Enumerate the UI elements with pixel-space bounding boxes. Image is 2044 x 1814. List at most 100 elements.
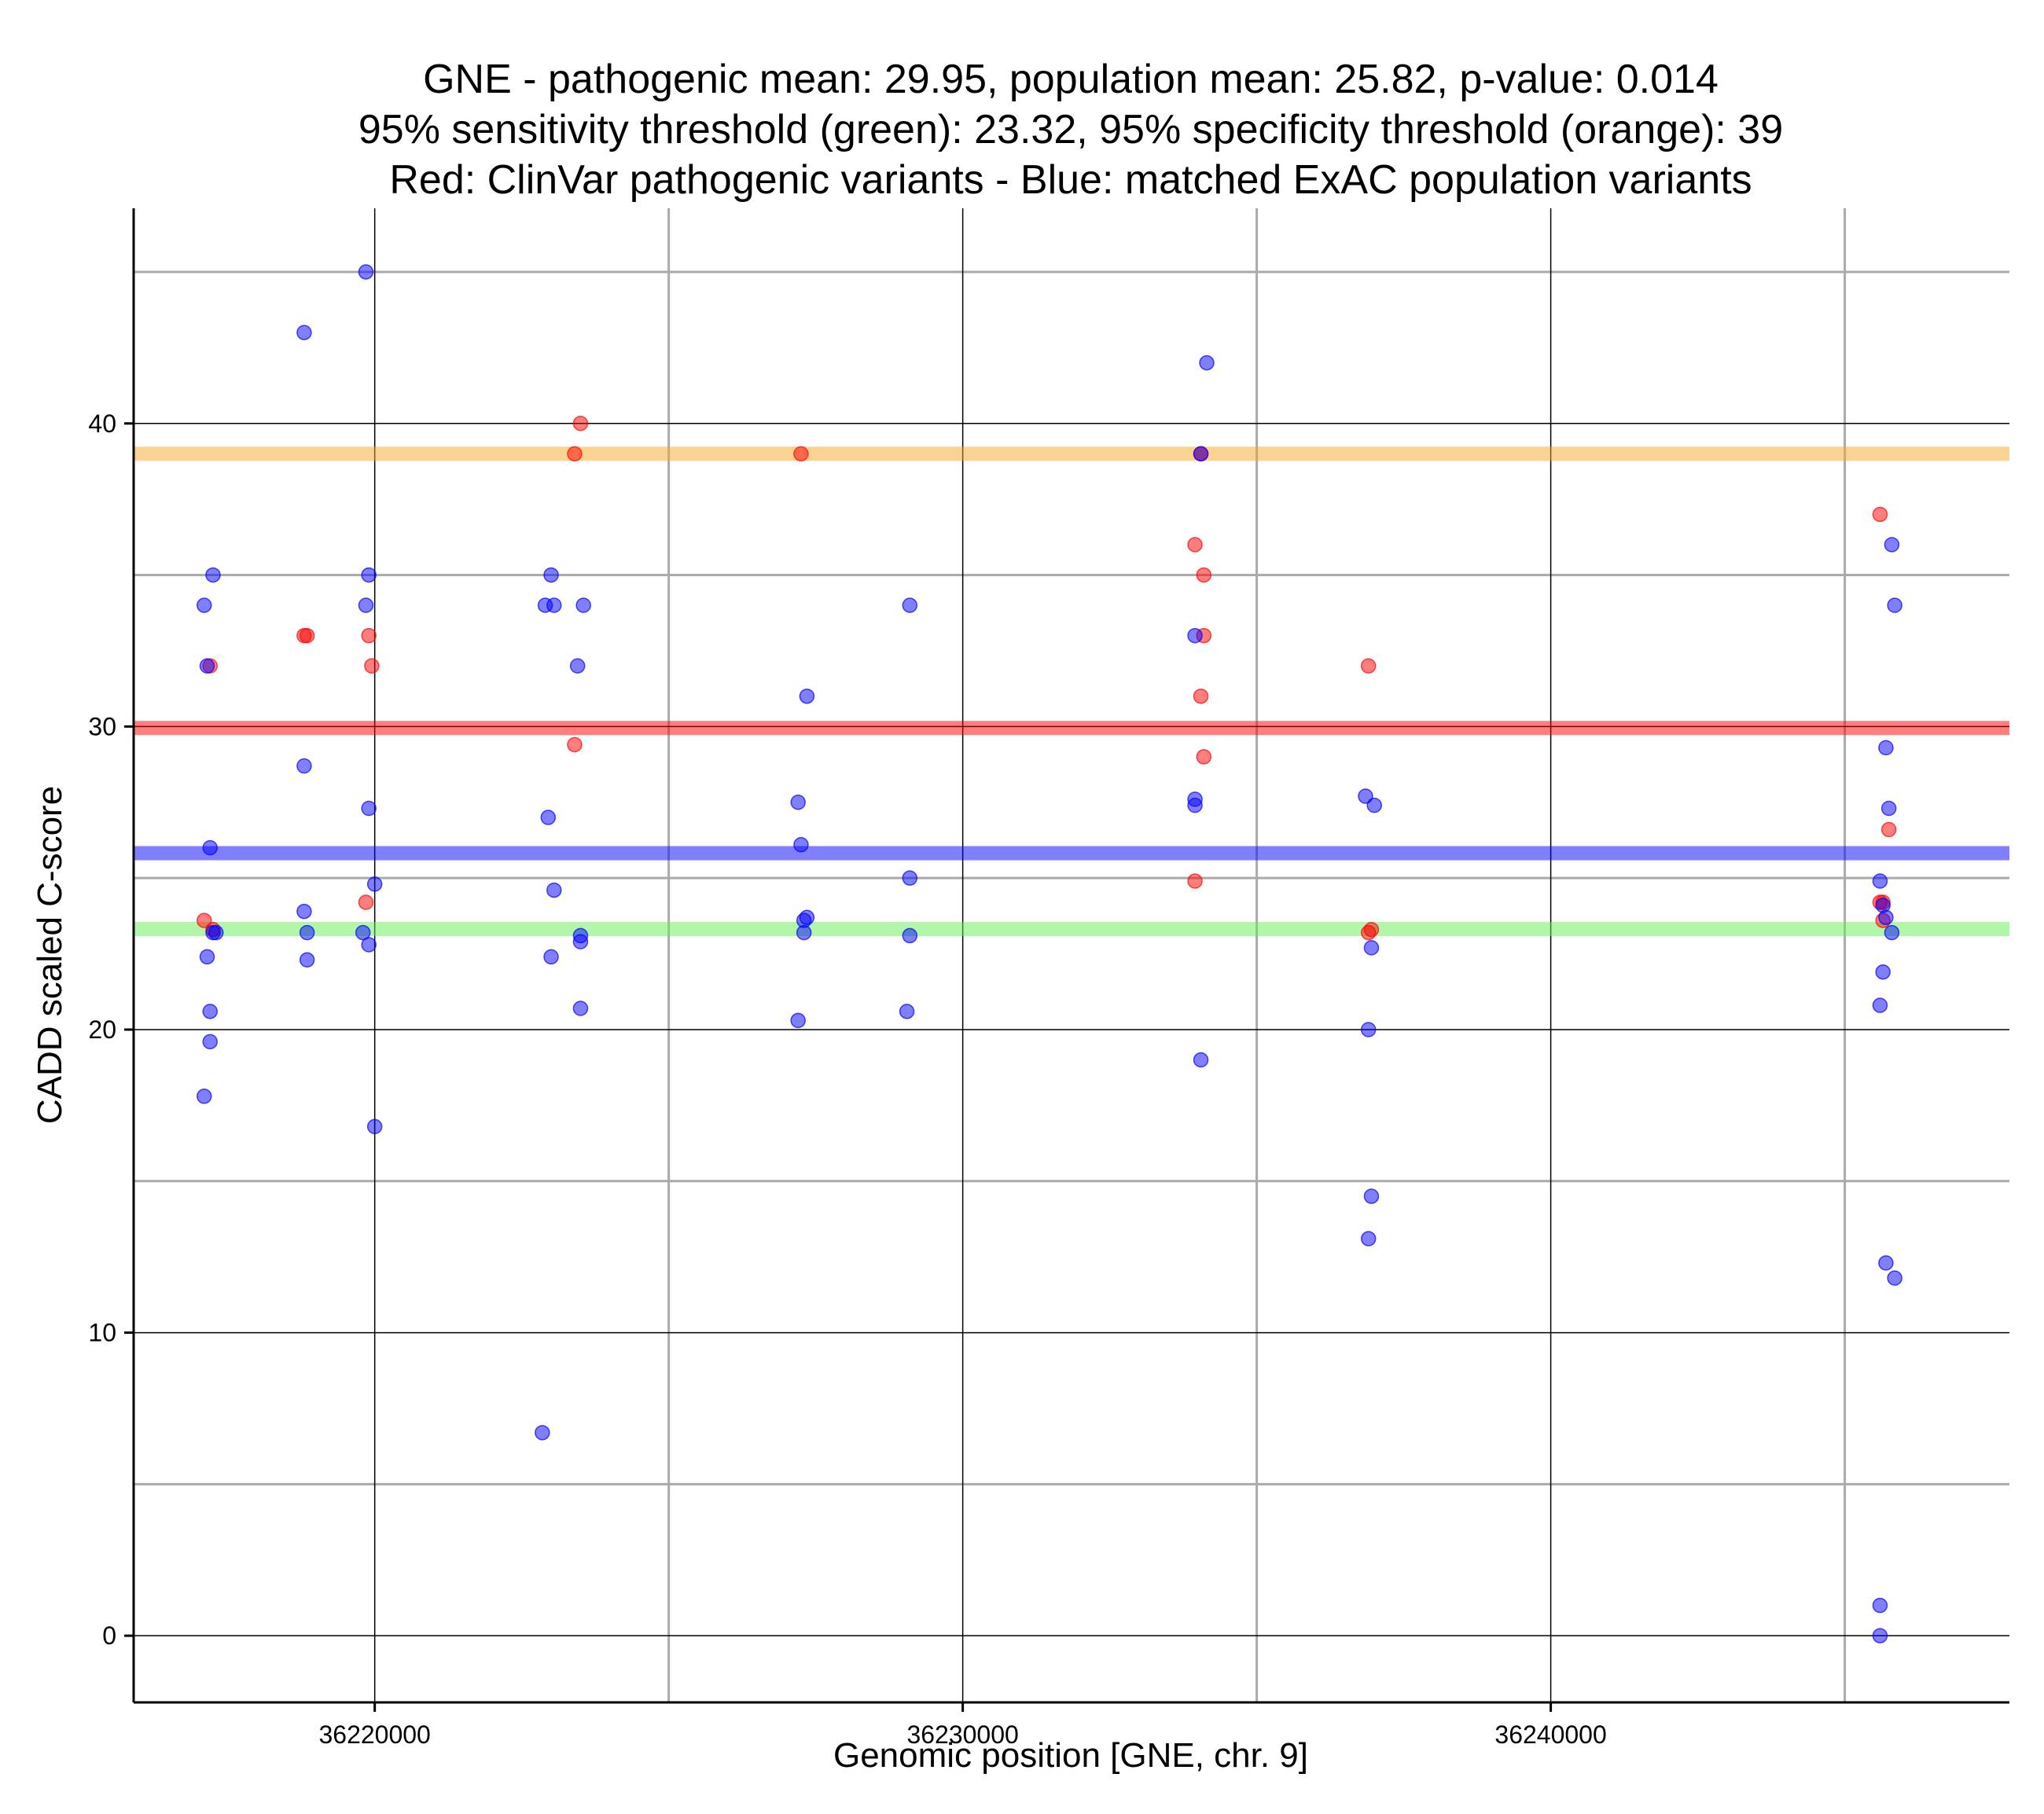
- population-point-44: [902, 927, 918, 944]
- population-point-20: [355, 924, 371, 941]
- population-point-22: [366, 1118, 383, 1135]
- x-axis-ticks: 36220000 36230000 36240000: [318, 1702, 1607, 1749]
- y-tick-label-1: 10: [88, 1319, 116, 1347]
- population-point-48: [1187, 627, 1203, 644]
- threshold-lines: [134, 446, 2009, 936]
- population-point-33: [572, 1001, 589, 1016]
- population-point-1: [205, 567, 221, 583]
- pathogenic-point-6: [364, 658, 380, 674]
- population-point-68: [1878, 1255, 1894, 1271]
- population-point-65: [1884, 924, 1900, 941]
- pathogenic-point-10: [567, 736, 583, 753]
- population-point-8: [202, 1034, 218, 1050]
- population-point-61: [1880, 800, 1897, 817]
- pathogenic-point-18: [1187, 873, 1203, 889]
- population-point-50: [1187, 797, 1203, 813]
- population-point-52: [1358, 788, 1373, 804]
- population-point-64: [1878, 909, 1894, 926]
- title-line-3: Red: ClinVar pathogenic variants - Blue:…: [389, 157, 1752, 203]
- pathogenic-point-9: [567, 446, 583, 462]
- title-line-1: GNE - pathogenic mean: 29.95, population…: [423, 57, 1719, 102]
- population-point-16: [361, 567, 377, 583]
- pathogenic-point-19: [1360, 658, 1377, 674]
- population-point-40: [796, 924, 812, 941]
- population-point-30: [543, 949, 559, 965]
- population-point-66: [1875, 964, 1891, 980]
- population-point-15: [358, 264, 374, 280]
- population-point-0: [197, 597, 212, 613]
- pathogenic-point-5: [361, 627, 377, 644]
- population-point-11: [296, 758, 312, 774]
- pathogenic-point-1: [197, 913, 212, 928]
- population-point-14: [299, 952, 315, 968]
- population-point-18: [361, 800, 377, 817]
- population-point-60: [1878, 740, 1894, 756]
- population-point-55: [1360, 1022, 1377, 1037]
- population-point-23: [543, 567, 559, 583]
- y-tick-label-4: 40: [88, 409, 116, 438]
- chart-title: GNE - pathogenic mean: 29.95, population…: [358, 57, 1783, 203]
- population-point-21: [361, 937, 377, 953]
- population-point-9: [197, 1089, 212, 1104]
- population-point-51: [1193, 1052, 1209, 1068]
- pathogenic-point-7: [358, 894, 374, 910]
- pathogenic-point-22: [1872, 506, 1888, 523]
- x-tick-label-1: 36230000: [906, 1720, 1018, 1749]
- population-point-12: [296, 903, 312, 920]
- population-point-2: [199, 658, 215, 674]
- pathogenic-point-13: [1187, 537, 1203, 553]
- population-point-67: [1872, 997, 1888, 1013]
- population-point-62: [1872, 873, 1888, 889]
- axes: [132, 208, 2009, 1704]
- pathogenic-point-21: [1363, 921, 1380, 938]
- population-point-71: [1872, 1628, 1888, 1643]
- population-point-34: [535, 1425, 550, 1441]
- x-tick-label-2: 36240000: [1494, 1720, 1606, 1749]
- population-point-29: [546, 882, 562, 898]
- pathogenic-point-8: [572, 416, 589, 431]
- population-point-54: [1363, 940, 1380, 956]
- x-tick-label-0: 36220000: [318, 1720, 430, 1749]
- population-point-42: [902, 597, 918, 613]
- population-point-19: [366, 876, 383, 892]
- population-point-57: [1360, 1231, 1377, 1247]
- pathogenic-point-14: [1196, 567, 1212, 583]
- population-point-47: [1193, 446, 1209, 462]
- population-point-53: [1366, 797, 1382, 813]
- pathogenic-point-4: [299, 627, 315, 644]
- population-point-32: [572, 934, 589, 949]
- population-point-25: [546, 597, 562, 613]
- population-point-58: [1884, 537, 1900, 553]
- data-points: [197, 264, 1902, 1643]
- major-gridlines: [134, 208, 2009, 1702]
- population-point-28: [540, 810, 557, 825]
- population-point-37: [793, 837, 809, 853]
- y-tick-label-3: 30: [88, 712, 116, 740]
- y-tick-label-0: 0: [102, 1621, 116, 1650]
- population-point-69: [1887, 1270, 1902, 1286]
- population-point-6: [199, 949, 215, 965]
- population-point-45: [899, 1004, 915, 1019]
- population-point-13: [299, 924, 315, 941]
- population-point-3: [202, 839, 218, 856]
- title-line-2: 95% sensitivity threshold (green): 23.32…: [358, 107, 1783, 152]
- population-point-27: [569, 658, 586, 674]
- population-point-5: [208, 924, 224, 941]
- y-axis-ticks: 0 10 20 30 40: [88, 409, 134, 1650]
- pathogenic-point-17: [1196, 749, 1212, 765]
- pathogenic-point-23: [1880, 821, 1897, 838]
- population-point-7: [202, 1004, 218, 1019]
- population-point-41: [790, 1012, 806, 1029]
- y-axis-title: CADD scaled C-score: [31, 786, 69, 1124]
- population-point-26: [575, 597, 591, 613]
- population-point-46: [1199, 354, 1215, 371]
- pathogenic-point-16: [1193, 689, 1209, 704]
- population-point-56: [1363, 1188, 1380, 1204]
- x-axis-title: Genomic position [GNE, chr. 9]: [833, 1736, 1308, 1775]
- population-point-17: [358, 597, 374, 613]
- population-point-59: [1887, 597, 1902, 613]
- population-point-35: [799, 689, 815, 704]
- population-point-10: [296, 325, 312, 340]
- population-point-70: [1872, 1597, 1888, 1614]
